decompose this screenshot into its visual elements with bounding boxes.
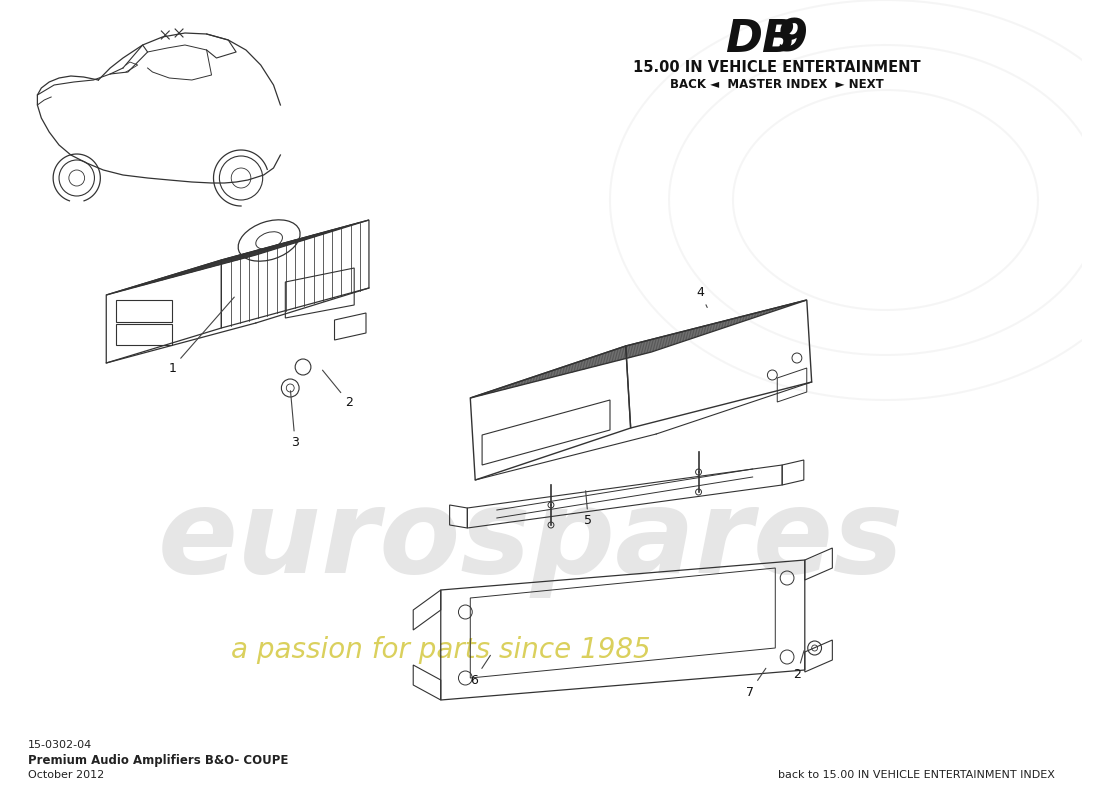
Text: a passion for parts since 1985: a passion for parts since 1985 <box>231 636 651 664</box>
Text: 4: 4 <box>696 286 707 307</box>
Text: 2: 2 <box>793 650 804 682</box>
Text: 15-0302-04: 15-0302-04 <box>28 740 91 750</box>
Text: October 2012: October 2012 <box>28 770 103 780</box>
Text: 1: 1 <box>168 297 234 374</box>
Text: 9: 9 <box>777 18 807 61</box>
Text: 5: 5 <box>584 490 593 527</box>
Text: DB: DB <box>725 18 796 61</box>
Text: 15.00 IN VEHICLE ENTERTAINMENT: 15.00 IN VEHICLE ENTERTAINMENT <box>634 60 921 75</box>
Text: back to 15.00 IN VEHICLE ENTERTAINMENT INDEX: back to 15.00 IN VEHICLE ENTERTAINMENT I… <box>778 770 1055 780</box>
Text: BACK ◄  MASTER INDEX  ► NEXT: BACK ◄ MASTER INDEX ► NEXT <box>670 78 884 91</box>
Text: Premium Audio Amplifiers B&O- COUPE: Premium Audio Amplifiers B&O- COUPE <box>28 754 288 767</box>
Text: 7: 7 <box>746 668 766 698</box>
Text: 2: 2 <box>322 370 353 410</box>
Text: 3: 3 <box>290 390 299 450</box>
Text: 6: 6 <box>471 655 491 686</box>
Text: eurospares: eurospares <box>157 482 904 598</box>
